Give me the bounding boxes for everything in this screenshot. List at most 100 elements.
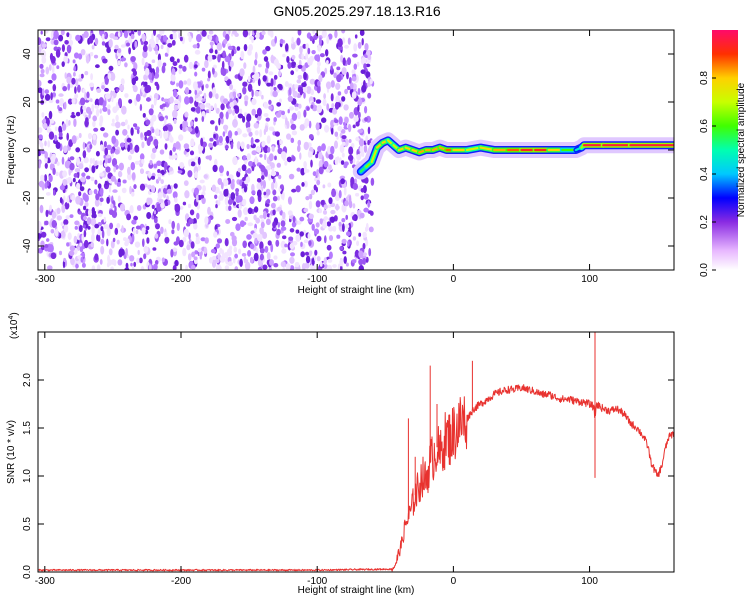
noise-blob — [131, 265, 135, 270]
noise-blob — [185, 264, 188, 270]
noise-blob — [233, 246, 238, 253]
noise-blob — [65, 119, 69, 125]
noise-blob — [184, 87, 190, 95]
noise-blob — [73, 65, 77, 72]
noise-blob — [158, 116, 165, 122]
noise-blob — [39, 73, 45, 78]
noise-blob — [171, 220, 175, 230]
noise-blob — [260, 221, 265, 229]
noise-blob — [173, 118, 177, 125]
colorbar: 0.0 0.2 0.4 0.6 0.8 Normalized spectral ampl… — [699, 30, 747, 277]
noise-blob — [367, 210, 373, 215]
noise-blob — [44, 220, 49, 226]
noise-blob — [88, 35, 94, 44]
noise-blob — [144, 131, 148, 137]
noise-blob — [287, 61, 292, 69]
noise-blob — [359, 212, 365, 219]
noise-blob — [80, 176, 86, 183]
noise-blob — [170, 74, 176, 82]
noise-blob — [261, 30, 266, 36]
noise-blob — [331, 189, 337, 198]
noise-blob — [310, 159, 313, 168]
noise-blob — [334, 140, 338, 149]
noise-blob — [279, 139, 283, 145]
noise-blob — [56, 215, 62, 221]
noise-blob — [236, 141, 241, 150]
noise-blob — [61, 44, 65, 53]
noise-blob — [108, 39, 113, 48]
noise-blob — [268, 105, 273, 110]
noise-blob — [75, 78, 79, 87]
noise-blob — [291, 130, 298, 136]
noise-blob — [99, 197, 104, 203]
noise-blob — [341, 218, 346, 223]
noise-blob — [351, 76, 357, 82]
noise-blob — [104, 180, 108, 186]
noise-blob — [195, 233, 199, 237]
noise-blob — [367, 140, 370, 146]
noise-blob — [362, 242, 366, 250]
noise-blob — [330, 119, 335, 128]
noise-blob — [147, 184, 153, 190]
noise-blob — [51, 65, 55, 74]
noise-blob — [279, 98, 282, 103]
noise-blob — [44, 244, 49, 248]
noise-blob — [241, 164, 247, 172]
noise-blob — [330, 93, 334, 102]
noise-blob — [325, 49, 329, 57]
noise-blob — [191, 128, 196, 135]
noise-blob — [308, 200, 313, 210]
noise-blob — [298, 103, 302, 109]
noise-blob — [169, 96, 174, 104]
noise-blob — [129, 185, 132, 195]
noise-blob — [254, 51, 258, 60]
noise-blob — [151, 185, 156, 193]
noise-blob — [300, 241, 303, 247]
noise-blob — [274, 131, 280, 137]
noise-blob — [272, 189, 277, 196]
noise-blob — [141, 227, 146, 235]
noise-blob — [126, 42, 130, 47]
noise-blob — [231, 216, 238, 222]
noise-blob — [153, 263, 158, 270]
noise-blob — [42, 88, 45, 96]
noise-blob — [77, 232, 81, 241]
noise-blob — [291, 188, 297, 193]
noise-blob — [100, 245, 105, 255]
noise-blob — [100, 226, 104, 232]
noise-blob — [90, 217, 97, 226]
noise-blob — [73, 173, 78, 178]
noise-blob — [217, 54, 221, 63]
noise-blob — [38, 127, 43, 134]
noise-blob — [217, 199, 221, 206]
noise-blob — [221, 249, 225, 258]
noise-blob — [73, 235, 78, 244]
noise-blob — [190, 138, 195, 147]
noise-blob — [318, 151, 323, 160]
noise-blob — [46, 126, 51, 133]
noise-blob — [207, 77, 211, 82]
noise-blob — [120, 142, 125, 148]
noise-blob — [106, 196, 110, 204]
noise-blob — [216, 42, 223, 51]
noise-blob — [153, 98, 157, 106]
noise-blob — [182, 247, 187, 257]
noise-blob — [233, 105, 239, 110]
noise-blob — [344, 200, 349, 207]
noise-blob — [38, 45, 42, 54]
noise-blob — [348, 146, 354, 155]
noise-blob — [188, 61, 194, 70]
noise-blob — [174, 203, 181, 213]
noise-blob — [219, 247, 223, 254]
noise-blob — [345, 214, 349, 220]
noise-blob — [229, 102, 234, 108]
noise-blob — [56, 161, 60, 166]
noise-blob — [331, 61, 337, 67]
noise-blob — [352, 183, 358, 190]
noise-blob — [281, 114, 287, 120]
noise-blob — [76, 260, 82, 265]
colorbar-tick-label: 0.2 — [699, 215, 710, 229]
noise-blob — [318, 166, 324, 175]
noise-blob — [113, 166, 117, 173]
noise-blob — [326, 244, 332, 251]
